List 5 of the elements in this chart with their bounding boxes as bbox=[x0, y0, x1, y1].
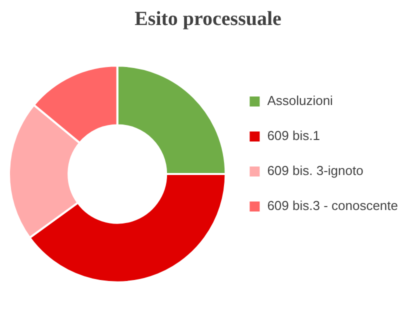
legend-label: 609 bis. 3-ignoto bbox=[267, 163, 364, 178]
legend-label: 609 bis.3 - conoscente bbox=[267, 198, 398, 214]
chart-title: Esito processuale bbox=[134, 8, 282, 30]
legend-label: Assoluzioni bbox=[267, 93, 334, 108]
legend-label: 609 bis.1 bbox=[267, 128, 320, 144]
